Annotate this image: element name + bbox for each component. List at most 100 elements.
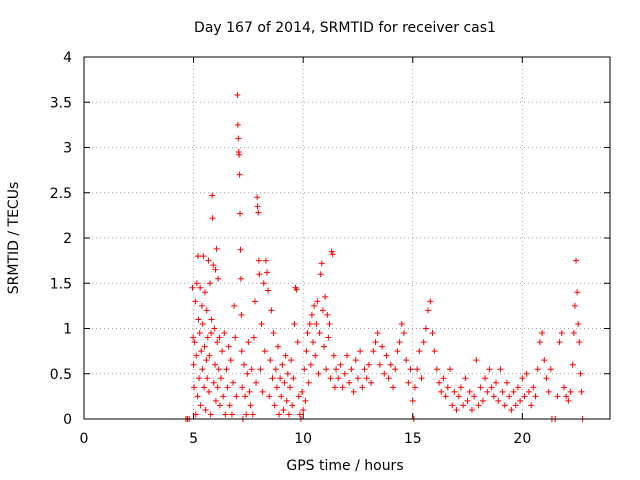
data-point [368,379,375,386]
data-point [431,348,438,355]
data-point [396,339,403,346]
data-point [214,384,221,391]
data-point [468,406,475,413]
data-point [543,375,550,382]
data-point [444,384,451,391]
data-point [453,406,460,413]
data-point [352,357,359,364]
data-point [308,311,315,318]
data-point [344,352,350,359]
data-point [294,339,301,346]
data-point [479,397,486,404]
data-point [457,384,464,391]
data-point [270,330,277,337]
data-point [227,357,234,364]
data-point [547,366,554,373]
data-point [201,384,208,391]
data-point [278,393,285,400]
data-point [200,253,207,260]
data-point [215,275,222,282]
data-point [279,361,286,368]
data-point [488,384,495,391]
data-point [335,375,342,382]
data-point [290,375,297,382]
data-point [372,339,379,346]
data-point [490,393,497,400]
data-point [486,366,493,373]
data-point [323,366,330,373]
data-point [493,379,500,386]
y-tick-label: 3 [63,141,72,157]
data-point [390,384,397,391]
data-point [567,388,574,395]
data-point [418,375,425,382]
data-point [190,361,197,368]
data-point [251,298,258,305]
data-point [215,366,222,373]
data-point [379,343,386,350]
data-point [482,375,489,382]
data-point [370,348,377,355]
data-point [464,397,471,404]
data-point [216,334,223,341]
data-point [239,384,246,391]
data-point [312,352,319,359]
y-tick-label: 0.5 [50,367,72,383]
data-point [273,384,280,391]
data-point [361,366,368,373]
data-point [204,334,211,341]
data-point [196,375,203,382]
data-point [236,151,243,158]
data-point [565,397,572,404]
data-point [532,393,539,400]
data-points [182,92,586,422]
data-point [322,293,329,300]
data-point [246,388,253,395]
data-point [466,388,473,395]
data-point [219,348,226,355]
data-point [495,397,502,404]
data-point [207,411,214,418]
data-point [350,388,357,395]
data-point [282,352,289,359]
data-point [288,357,295,364]
data-point [545,388,552,395]
data-point [570,330,577,337]
data-point [414,366,421,373]
chart-title: Day 167 of 2014, SRMTID for receiver cas… [194,20,496,36]
data-point [266,393,273,400]
data-point [311,302,318,309]
data-point [556,339,563,346]
data-point [247,402,254,409]
data-point [206,352,213,359]
data-point [195,316,202,323]
data-point [302,397,309,404]
data-point [315,370,322,377]
data-point [191,339,198,346]
data-point [212,361,219,368]
data-point [313,320,320,327]
data-point [291,320,298,327]
data-point [503,379,510,386]
data-point [317,271,324,278]
data-point [306,320,313,327]
data-point [228,411,235,418]
data-point [512,402,519,409]
data-point [363,375,370,382]
data-point [264,269,271,276]
data-point [523,370,530,377]
x-tick-label: 0 [80,431,89,447]
data-point [330,352,337,359]
data-point [381,370,388,377]
data-point [191,384,198,391]
data-point [307,361,314,368]
data-point [235,135,242,142]
data-point [204,375,211,382]
data-point [324,311,331,318]
data-point [339,384,346,391]
data-point [577,370,584,377]
data-point [194,393,201,400]
y-tick-label: 2.5 [50,186,72,202]
data-point [255,209,262,216]
data-point [189,284,196,291]
